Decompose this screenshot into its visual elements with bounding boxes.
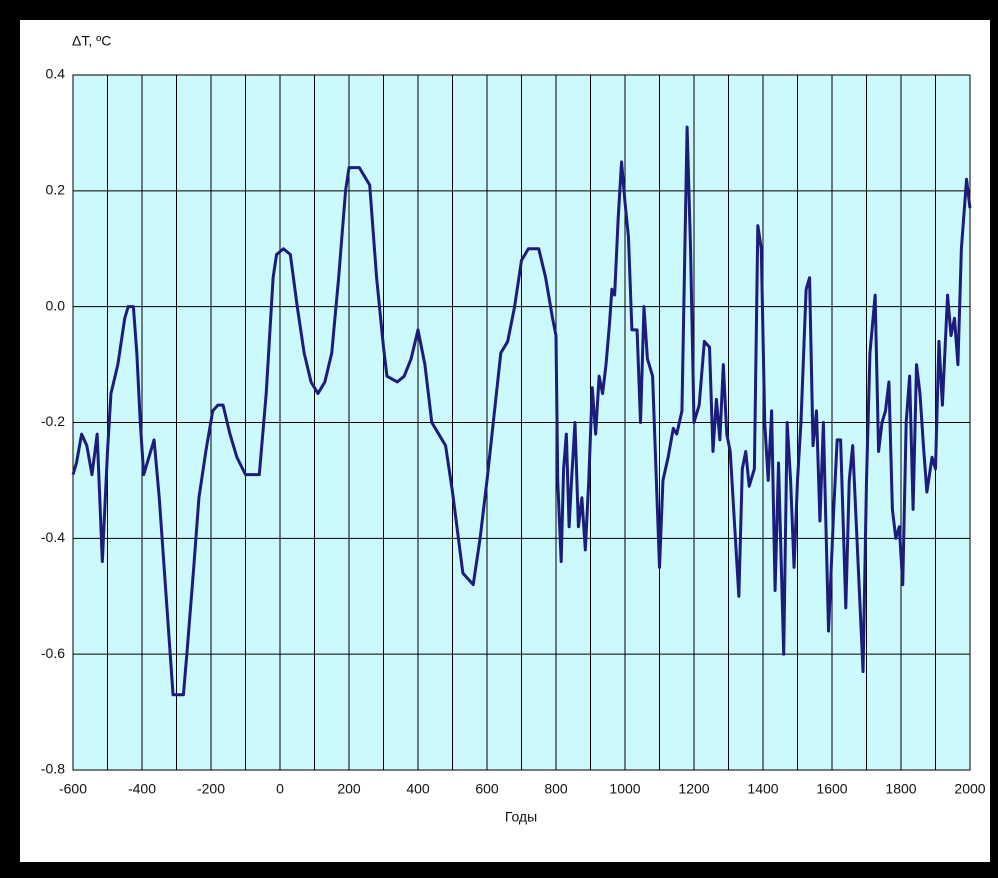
x-axis-label: Годы: [505, 809, 537, 825]
x-tick-label: 600: [475, 781, 499, 797]
x-tick-label: 1200: [678, 781, 709, 797]
plot-border: [72, 74, 971, 771]
y-tick-label: -0.2: [41, 413, 65, 429]
x-tick-label: 1800: [885, 781, 916, 797]
x-tick-label: 1600: [816, 781, 847, 797]
x-tick-label: 1400: [747, 781, 778, 797]
x-tick-label: 2000: [954, 781, 985, 797]
x-tick-label: 1000: [609, 781, 640, 797]
x-tick-label: 800: [544, 781, 568, 797]
x-tick-label: -200: [197, 781, 225, 797]
x-tick-label: -400: [128, 781, 156, 797]
y-tick-label: -0.8: [41, 761, 65, 777]
y-axis-label: ΔT, ºC: [72, 33, 111, 49]
x-tick-label: -600: [59, 781, 87, 797]
y-tick-label: -0.6: [41, 645, 65, 661]
y-tick-label: 0.4: [46, 66, 66, 82]
x-tick-label: 400: [406, 781, 430, 797]
x-tick-label: 0: [276, 781, 284, 797]
y-tick-label: -0.4: [41, 529, 65, 545]
x-tick-label: 200: [337, 781, 361, 797]
y-tick-label: 0.2: [46, 182, 66, 198]
data-line: [71, 125, 972, 697]
y-tick-label: 0.0: [46, 297, 66, 313]
